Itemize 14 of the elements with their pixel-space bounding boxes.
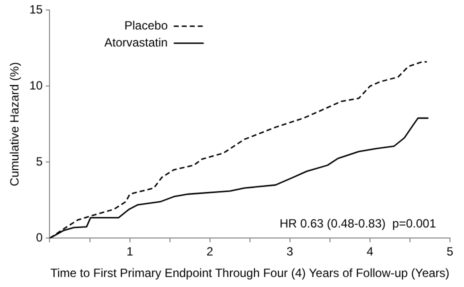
- y-tick-label: 15: [29, 2, 44, 17]
- x-tick-label: 1: [126, 244, 134, 259]
- x-tick-label: 3: [286, 244, 294, 259]
- y-tick-label: 5: [36, 154, 44, 169]
- legend-label: Atorvastatin: [104, 36, 168, 50]
- x-tick-label: 2: [206, 244, 214, 259]
- annotation: HR 0.63 (0.48-0.83) p=0.001: [280, 216, 436, 231]
- y-axis-title: Cumulative Hazard (%): [8, 62, 22, 186]
- y-tick-label: 10: [29, 78, 44, 93]
- y-tick-label: 0: [36, 230, 44, 245]
- x-axis-title: Time to First Primary Endpoint Through Four (4) Years of Follow-up (Years): [50, 266, 450, 280]
- x-tick-label: 4: [366, 244, 374, 259]
- legend-label: Placebo: [124, 18, 168, 33]
- x-tick-label: 5: [446, 244, 454, 259]
